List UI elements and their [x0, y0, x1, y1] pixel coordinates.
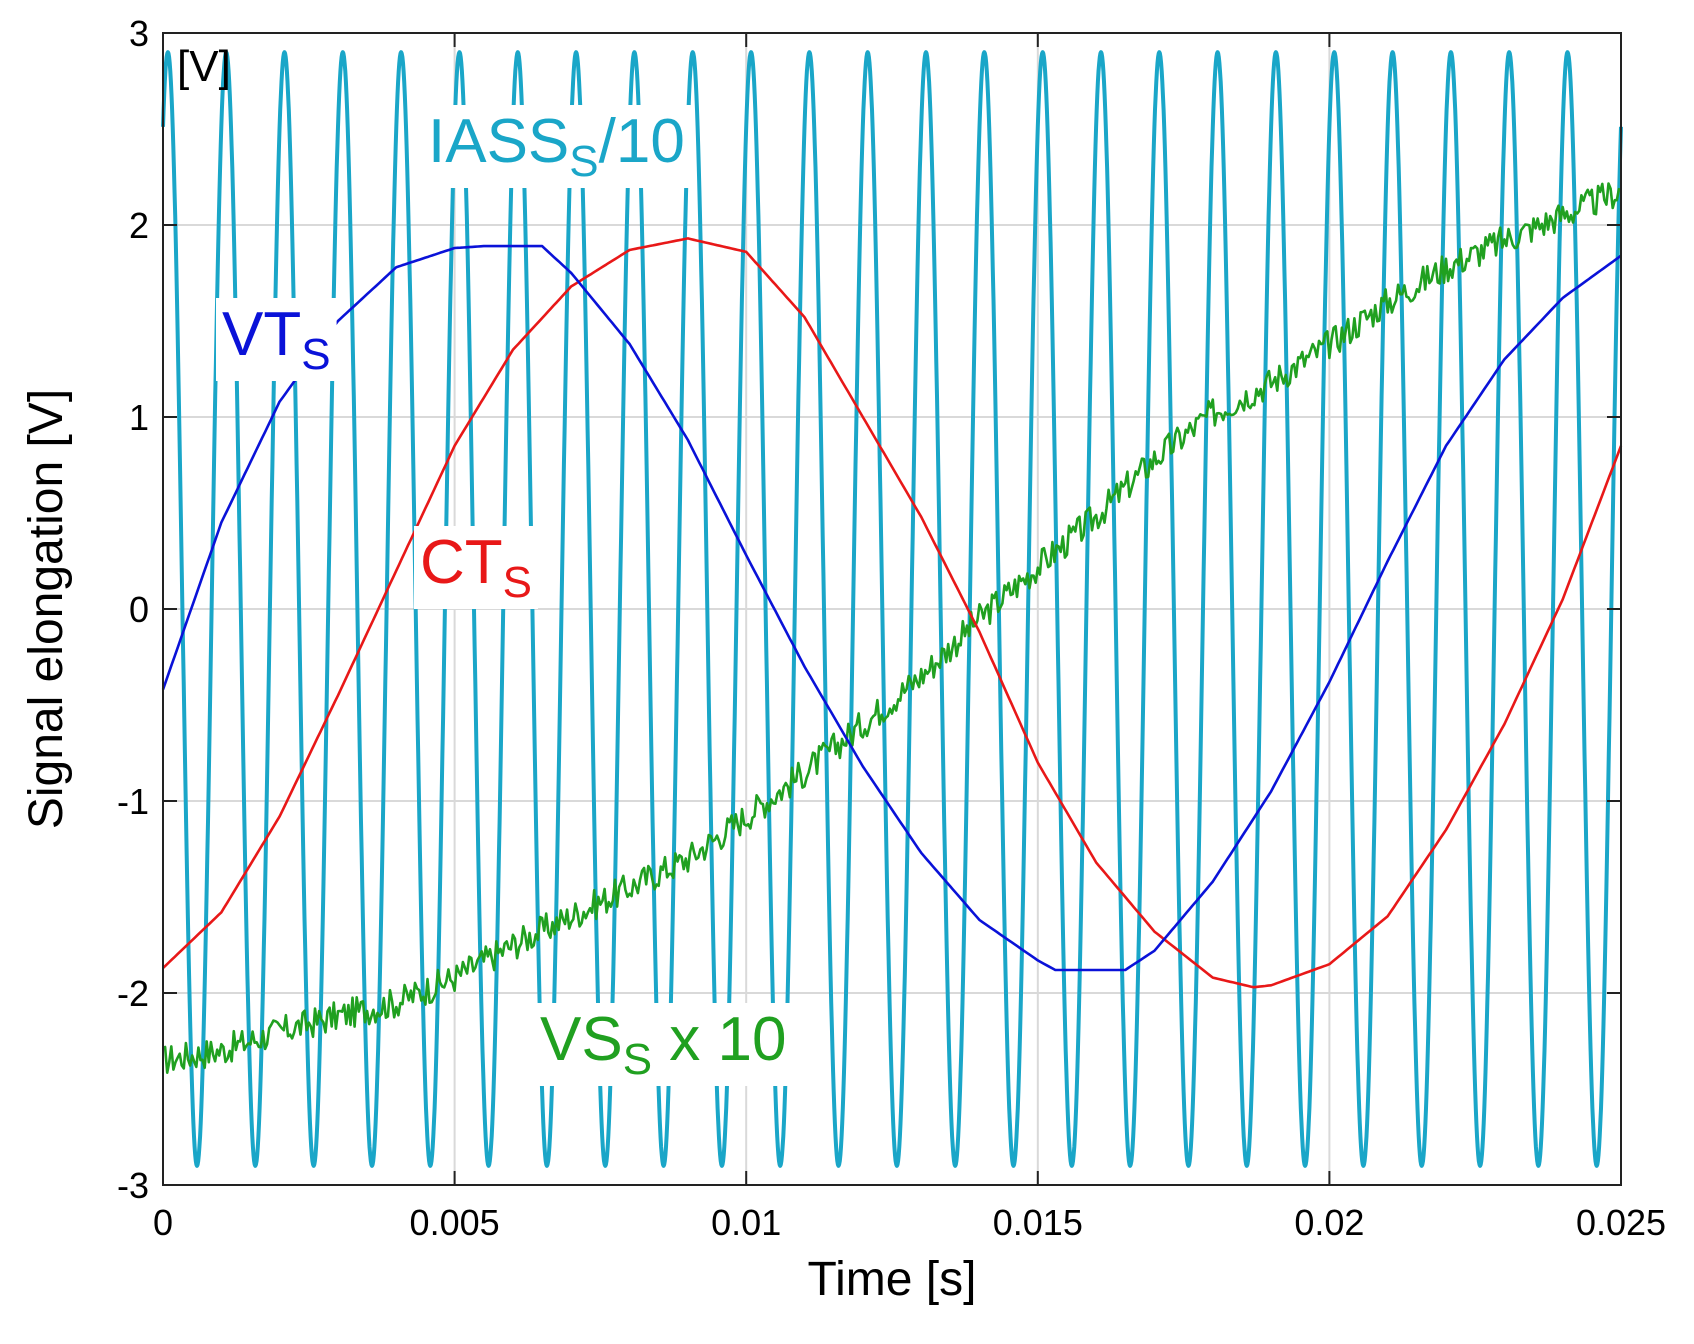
- series-label-ct-sub: S: [503, 558, 532, 607]
- series-label-vt-main: VT: [222, 300, 301, 369]
- series-label-vs-sub: S: [623, 1035, 652, 1084]
- y-tick-label: 3: [129, 13, 149, 54]
- y-tick-label: 2: [129, 205, 149, 246]
- series-line-vt: [161, 244, 1622, 972]
- axis-ticks: 0 0.005 0.01 0.015 0.02 0.025 -3 -2 -1 0 1 2 3: [117, 13, 1666, 1243]
- series-label-vs-suffix: x 10: [652, 1005, 786, 1074]
- series-label-iass-sub: S: [569, 137, 598, 186]
- y-axis-label: Signal elongation [V]: [20, 389, 73, 829]
- series-label-vt: VTS: [222, 300, 331, 379]
- series-line-iass: [161, 50, 1623, 1168]
- y-tick-label: 0: [129, 589, 149, 630]
- series-layer: [161, 50, 1623, 1168]
- y-tick-label: -1: [117, 781, 149, 822]
- unit-label: [V]: [177, 42, 231, 91]
- x-tick-label: 0.01: [711, 1202, 781, 1243]
- series-label-vs-main: VS: [540, 1005, 623, 1074]
- series-label-vt-sub: S: [301, 330, 330, 379]
- label-vs-background: [534, 1003, 793, 1086]
- y-tick-label: -3: [117, 1165, 149, 1206]
- label-ct-background: [414, 526, 539, 609]
- label-iass-background: [422, 105, 691, 188]
- series-labels: IASSS/10 VTS CTS VSS x 10: [216, 105, 793, 1086]
- series-label-ct: CTS: [420, 528, 532, 607]
- y-tick-label: -2: [117, 973, 149, 1014]
- series-label-vs: VSS x 10: [540, 1005, 787, 1084]
- series-label-iass-main: IASS: [428, 107, 569, 176]
- y-tick-label: 1: [129, 397, 149, 438]
- x-tick-label: 0: [153, 1202, 173, 1243]
- series-label-ct-main: CT: [420, 528, 503, 597]
- series-line-ct: [162, 237, 1623, 989]
- x-tick-label: 0.025: [1576, 1202, 1666, 1243]
- series-label-iass: IASSS/10: [428, 107, 685, 186]
- label-vt-background: [216, 298, 337, 381]
- x-tick-label: 0.015: [993, 1202, 1083, 1243]
- x-tick-label: 0.005: [410, 1202, 500, 1243]
- series-label-iass-suffix: /10: [599, 107, 685, 176]
- series-line-vs: [162, 182, 1622, 1074]
- x-axis-label: Time [s]: [808, 1253, 977, 1306]
- x-tick-label: 0.02: [1294, 1202, 1364, 1243]
